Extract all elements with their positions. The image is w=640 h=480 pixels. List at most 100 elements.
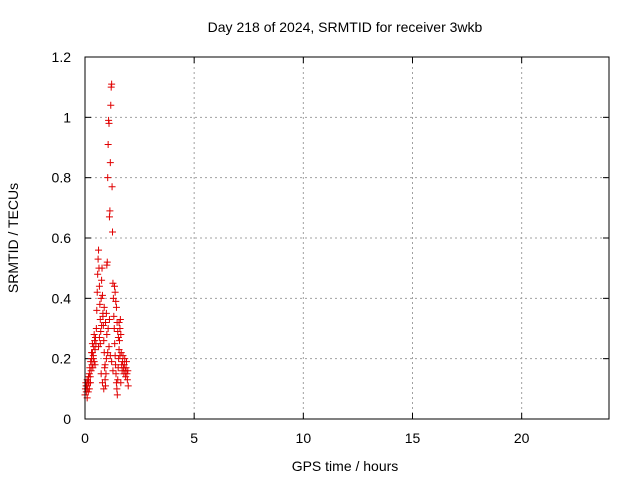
- data-point: [85, 370, 93, 378]
- data-point: [105, 315, 113, 323]
- data-point: [89, 355, 97, 363]
- data-point: [112, 297, 120, 305]
- y-axis-label: SRMTID / TECUs: [5, 183, 21, 293]
- data-point: [105, 119, 113, 127]
- data-point: [104, 140, 112, 148]
- data-point: [97, 370, 105, 378]
- data-point: [82, 382, 90, 390]
- data-point: [115, 355, 123, 363]
- data-point: [108, 358, 116, 366]
- data-point: [113, 391, 121, 399]
- data-point: [104, 174, 112, 182]
- data-point: [115, 337, 123, 345]
- plot-frame: [84, 56, 610, 420]
- data-point: [124, 382, 132, 390]
- tick-layer: 0 5 10 15 20 0 0.2 0.4 0.6 0.8 1 1.2: [52, 49, 609, 446]
- x-tick-label: 20: [514, 430, 530, 446]
- data-point: [98, 276, 106, 284]
- data-point: [91, 361, 99, 369]
- data-point: [100, 337, 108, 345]
- data-point: [99, 312, 107, 320]
- data-point: [95, 343, 103, 351]
- data-point: [117, 379, 125, 387]
- data-point: [114, 334, 122, 342]
- data-point: [122, 364, 130, 372]
- data-point: [106, 207, 114, 215]
- data-point: [105, 213, 113, 221]
- data-point: [100, 303, 108, 311]
- data-point: [117, 349, 125, 357]
- y-tick-label: 0.4: [52, 290, 72, 306]
- data-point: [84, 388, 92, 396]
- data-point: [116, 315, 124, 323]
- data-point: [100, 385, 108, 393]
- data-point: [103, 258, 111, 266]
- y-tick-label: 0.2: [52, 351, 72, 367]
- data-point: [114, 328, 122, 336]
- y-tick-label: 0.8: [52, 170, 72, 186]
- data-point: [97, 328, 105, 336]
- data-point: [88, 349, 96, 357]
- x-tick-label: 10: [296, 430, 312, 446]
- points-layer: [81, 80, 132, 402]
- data-point: [108, 183, 116, 191]
- data-point: [94, 255, 102, 263]
- data-point: [116, 352, 124, 360]
- y-tick-label: 0: [63, 411, 71, 427]
- data-point: [94, 270, 102, 278]
- x-tick-label: 15: [405, 430, 421, 446]
- data-point: [95, 334, 103, 342]
- data-point: [111, 288, 119, 296]
- data-point: [86, 373, 94, 381]
- data-point: [102, 318, 110, 326]
- data-point: [93, 288, 101, 296]
- data-point: [110, 312, 118, 320]
- x-tick-label: 5: [190, 430, 198, 446]
- data-point: [112, 303, 120, 311]
- data-point: [93, 306, 101, 314]
- data-point: [96, 340, 104, 348]
- data-point: [121, 355, 129, 363]
- data-point: [85, 385, 93, 393]
- data-point: [88, 340, 96, 348]
- data-point: [90, 331, 98, 339]
- data-point: [114, 376, 122, 384]
- data-point: [123, 376, 131, 384]
- data-point: [101, 361, 109, 369]
- data-point: [92, 325, 100, 332]
- data-point: [98, 321, 106, 329]
- chart-title: Day 218 of 2024, SRMTID for receiver 3wk…: [208, 19, 483, 35]
- data-point: [102, 355, 110, 363]
- data-point: [95, 246, 103, 254]
- y-tick-label: 1: [63, 109, 71, 125]
- data-point: [90, 358, 98, 366]
- data-point: [122, 358, 130, 366]
- data-point: [96, 300, 104, 308]
- data-point: [115, 318, 123, 326]
- y-tick-label: 1.2: [52, 49, 72, 65]
- data-point: [107, 101, 115, 109]
- data-point: [98, 379, 106, 387]
- data-point: [87, 367, 95, 375]
- data-point: [103, 331, 111, 339]
- data-point: [111, 340, 119, 348]
- data-point: [109, 228, 117, 236]
- x-axis-label: GPS time / hours: [292, 458, 399, 474]
- data-point: [95, 282, 103, 290]
- data-point: [110, 282, 118, 290]
- data-point: [112, 370, 120, 378]
- x-tick-label: 0: [81, 430, 89, 446]
- data-point: [108, 80, 116, 88]
- data-point: [97, 294, 105, 302]
- data-point: [105, 343, 113, 351]
- data-point: [86, 379, 94, 387]
- data-point: [109, 279, 117, 287]
- data-point: [104, 325, 112, 332]
- data-point: [113, 385, 121, 393]
- data-point: [102, 382, 110, 390]
- data-point: [91, 346, 99, 354]
- y-tick-label: 0.6: [52, 230, 72, 246]
- data-point: [123, 370, 131, 378]
- data-point: [98, 264, 106, 272]
